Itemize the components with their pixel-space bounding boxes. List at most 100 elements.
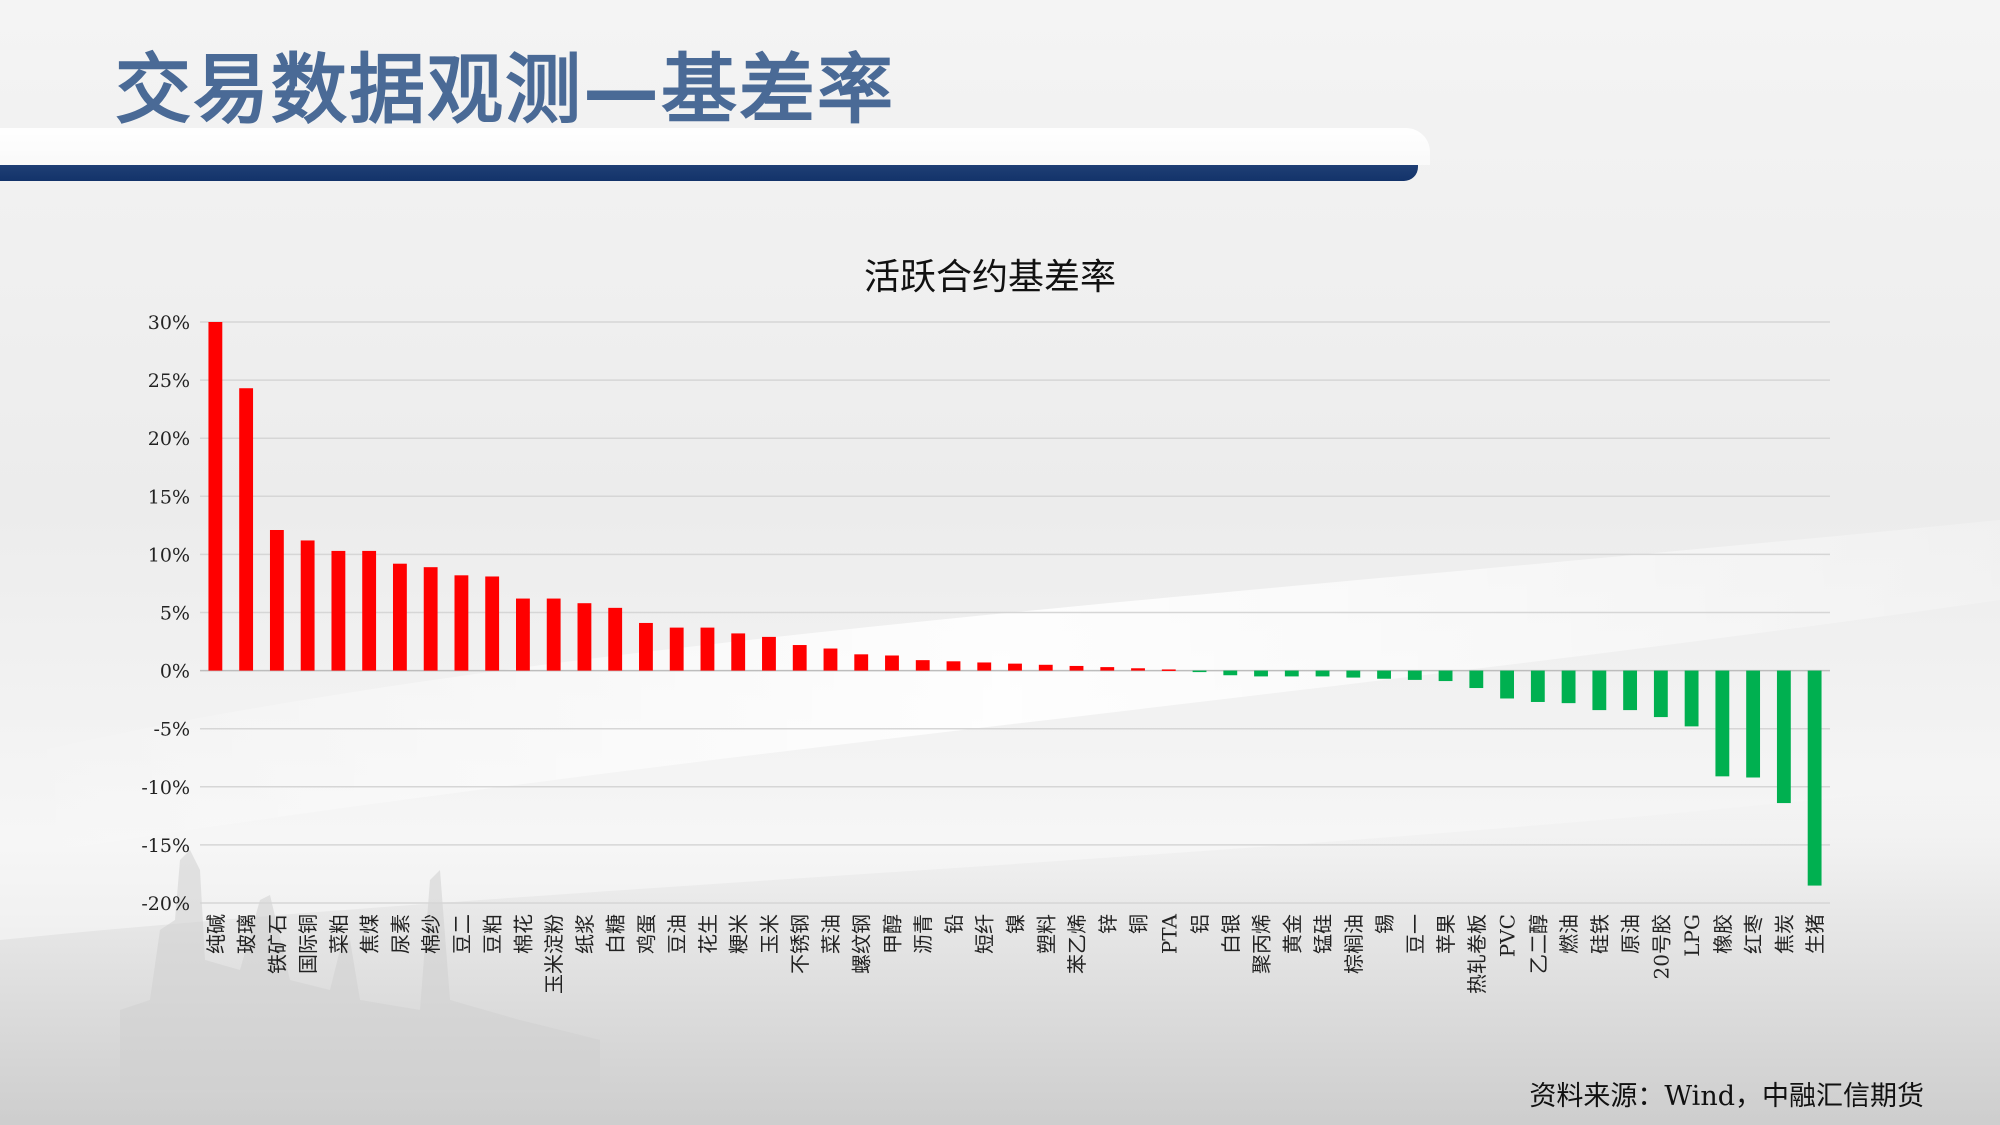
bar-29 bbox=[1100, 667, 1115, 671]
x-tick-label: 玉米淀粉 bbox=[542, 914, 566, 994]
title-rule bbox=[0, 165, 1418, 181]
x-tick-label: 菜粕 bbox=[327, 914, 351, 954]
x-tick-label: 短纤 bbox=[973, 914, 997, 954]
y-tick-label: 30% bbox=[148, 312, 190, 334]
x-tick-label: 棉花 bbox=[511, 914, 535, 954]
bar-4 bbox=[331, 550, 346, 671]
x-tick-label: 白银 bbox=[1219, 914, 1243, 954]
x-tick-label: 国际铜 bbox=[296, 914, 320, 974]
x-tick-label: 焦煤 bbox=[358, 914, 382, 954]
x-tick-label: 尿素 bbox=[388, 914, 412, 954]
x-tick-label: 焦炭 bbox=[1772, 914, 1796, 954]
x-tick-label: 硅铁 bbox=[1588, 914, 1612, 954]
x-tick-label: 铁矿石 bbox=[265, 914, 289, 974]
bar-39 bbox=[1407, 670, 1422, 680]
bar-9 bbox=[485, 576, 500, 671]
x-tick-label: 铜 bbox=[1127, 914, 1151, 934]
x-tick-label: 20号胶 bbox=[1649, 914, 1673, 979]
x-tick-label: 纸浆 bbox=[573, 914, 597, 954]
bar-23 bbox=[915, 660, 930, 671]
bar-14 bbox=[639, 622, 653, 671]
bar-45 bbox=[1592, 670, 1607, 711]
x-tick-label: 棕榈油 bbox=[1342, 914, 1366, 974]
x-tick-label: 塑料 bbox=[1034, 914, 1058, 954]
bars bbox=[208, 322, 1822, 886]
bar-43 bbox=[1530, 670, 1545, 702]
bar-25 bbox=[977, 662, 992, 671]
bar-49 bbox=[1715, 670, 1730, 777]
bar-10 bbox=[516, 598, 530, 671]
bar-13 bbox=[608, 607, 623, 671]
y-tick-label: -10% bbox=[141, 777, 190, 799]
x-tick-label: 铝 bbox=[1188, 914, 1212, 934]
x-tick-label: 棉纱 bbox=[419, 914, 443, 954]
bar-33 bbox=[1223, 670, 1238, 676]
y-tick-label: 15% bbox=[148, 486, 190, 508]
bar-52 bbox=[1807, 670, 1822, 886]
x-tick-label: 黄金 bbox=[1280, 914, 1304, 954]
bar-38 bbox=[1377, 670, 1391, 679]
y-tick-label: 10% bbox=[148, 544, 190, 566]
bar-1 bbox=[239, 388, 254, 671]
x-tick-label: 铅 bbox=[942, 914, 966, 934]
bar-16 bbox=[700, 627, 715, 671]
y-tick-label: 0% bbox=[160, 661, 190, 683]
bar-28 bbox=[1069, 665, 1084, 671]
bar-11 bbox=[546, 598, 561, 671]
x-tick-label: 螺纹钢 bbox=[850, 914, 874, 974]
gridlines bbox=[200, 321, 1830, 904]
x-tick-label: 不锈钢 bbox=[788, 914, 812, 974]
bar-48 bbox=[1684, 670, 1699, 727]
x-tick-label: 锌 bbox=[1096, 914, 1120, 934]
x-tick-label: 锡 bbox=[1373, 914, 1397, 934]
bar-42 bbox=[1500, 670, 1514, 699]
x-tick-label: 苯乙烯 bbox=[1065, 914, 1089, 974]
x-tick-label: PVC bbox=[1496, 914, 1520, 957]
bar-15 bbox=[669, 627, 684, 671]
bar-32 bbox=[1192, 670, 1207, 673]
x-axis-labels: 纯碱 玻璃 铁矿石 国际铜 菜粕 焦煤 尿素 棉纱 豆二 豆粕 棉花 玉米淀粉 纸浆 白糖 鸡蛋 豆油 花生 粳米… bbox=[204, 913, 1827, 994]
x-tick-label: 花生 bbox=[696, 914, 720, 954]
bar-3 bbox=[300, 540, 315, 671]
bar-35 bbox=[1284, 670, 1299, 677]
x-tick-label: 原油 bbox=[1619, 914, 1643, 954]
x-tick-label: 纯碱 bbox=[204, 914, 228, 954]
y-tick-label: 25% bbox=[148, 370, 190, 392]
x-tick-label: 镍 bbox=[1004, 914, 1028, 934]
x-tick-label: PTA bbox=[1157, 913, 1181, 954]
bar-41 bbox=[1469, 670, 1484, 689]
x-tick-label: 锰硅 bbox=[1311, 914, 1335, 954]
x-tick-label: 聚丙烯 bbox=[1250, 914, 1274, 974]
x-tick-label: 鸡蛋 bbox=[634, 914, 658, 954]
bar-2 bbox=[269, 529, 284, 671]
source-note: 资料来源：Wind，中融汇信期货 bbox=[1529, 1081, 1924, 1112]
x-tick-label: 橡胶 bbox=[1711, 914, 1735, 954]
chart-title: 活跃合约基差率 bbox=[863, 257, 1116, 298]
bar-7 bbox=[423, 567, 438, 671]
bar-31 bbox=[1161, 669, 1176, 671]
bar-20 bbox=[823, 648, 838, 671]
bar-5 bbox=[362, 550, 377, 671]
title-band bbox=[0, 128, 1430, 165]
x-tick-label: 菜油 bbox=[819, 914, 843, 954]
x-tick-label: 红枣 bbox=[1742, 914, 1766, 954]
x-tick-label: 玉米 bbox=[757, 914, 781, 954]
bar-18 bbox=[762, 636, 776, 671]
x-tick-label: 豆油 bbox=[665, 914, 689, 954]
bar-51 bbox=[1776, 670, 1791, 804]
bar-8 bbox=[454, 575, 469, 671]
bar-22 bbox=[885, 655, 899, 671]
bar-50 bbox=[1746, 670, 1761, 778]
x-tick-label: 玻璃 bbox=[235, 914, 259, 954]
y-tick-label: -5% bbox=[153, 719, 190, 741]
x-tick-label: 苹果 bbox=[1434, 914, 1458, 954]
x-tick-label: 豆一 bbox=[1403, 914, 1427, 954]
bar-27 bbox=[1038, 664, 1053, 671]
x-tick-label: LPG bbox=[1680, 914, 1704, 957]
bar-30 bbox=[1131, 668, 1145, 671]
x-tick-label: 生猪 bbox=[1803, 914, 1827, 954]
bar-6 bbox=[392, 563, 407, 671]
bar-12 bbox=[577, 603, 592, 671]
y-tick-label: 20% bbox=[148, 428, 190, 450]
